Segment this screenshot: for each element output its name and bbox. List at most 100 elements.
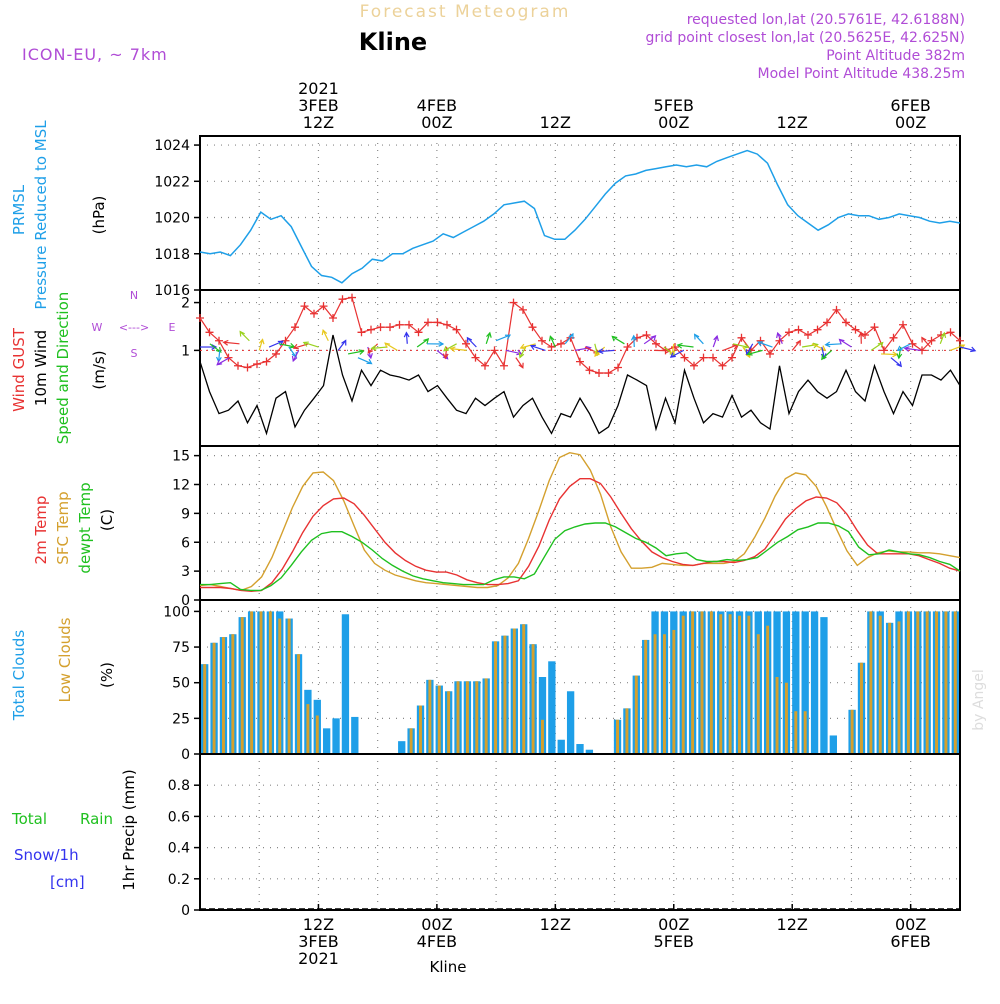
top-time-label: 00Z bbox=[895, 113, 926, 132]
top-time-label: 12Z bbox=[777, 113, 808, 132]
bottom-time-label: 4FEB bbox=[417, 932, 457, 951]
clouds-ytick-label-1: 25 bbox=[172, 711, 190, 727]
bottom-time-label: 12Z bbox=[777, 915, 808, 934]
gust-marker bbox=[244, 364, 252, 372]
total-cloud-bar bbox=[567, 691, 574, 754]
low-cloud-bar bbox=[485, 678, 488, 754]
low-cloud-bar bbox=[532, 644, 535, 754]
total-cloud-bar bbox=[332, 718, 339, 754]
low-cloud-bar bbox=[306, 704, 309, 754]
gust-label: Wind GUST bbox=[10, 327, 28, 412]
low-cloud-bar bbox=[766, 626, 769, 754]
low-cloud-bar bbox=[260, 611, 263, 754]
low-cloud-bar bbox=[851, 710, 854, 754]
low-cloud-bar bbox=[860, 663, 863, 754]
total-cloud-bar bbox=[576, 744, 583, 754]
precipitation-ytick-label-4: 0.8 bbox=[168, 778, 190, 794]
top-time-label: 00Z bbox=[658, 113, 689, 132]
low-cloud-bar bbox=[231, 634, 234, 754]
low-cloud-bar bbox=[222, 637, 225, 754]
temperature-ytick-label-2: 6 bbox=[181, 535, 190, 551]
low-cloud-bar bbox=[503, 636, 506, 754]
pressure-label-2: Pressure Reduced to MSL bbox=[32, 120, 50, 310]
t2m-label: 2m Temp bbox=[32, 496, 50, 565]
low-cloud-bar bbox=[757, 634, 760, 754]
bottom-time-label: 2021 bbox=[298, 949, 339, 968]
low-cloud-bar bbox=[494, 641, 497, 754]
low-cloud-bar bbox=[916, 611, 919, 754]
low-cloud-bar bbox=[475, 681, 478, 754]
low-cloud-bar bbox=[616, 720, 619, 754]
low-cloud-bar bbox=[644, 640, 647, 754]
wind-arrow bbox=[467, 338, 476, 347]
gust-marker bbox=[367, 326, 375, 334]
wind-arrow bbox=[695, 334, 704, 343]
precipitation-ytick-label-2: 0.4 bbox=[168, 841, 190, 857]
precipitation-ytick-label-1: 0.2 bbox=[168, 872, 190, 888]
gust-marker bbox=[377, 323, 385, 331]
wind-arrow bbox=[891, 358, 901, 367]
low-cloud-bar bbox=[297, 654, 300, 754]
low-cloud-bar bbox=[691, 611, 694, 754]
precipitation-frame bbox=[200, 754, 960, 910]
total-cloud-bar bbox=[398, 741, 405, 754]
footer-station: Kline bbox=[430, 958, 467, 976]
dewpt-line bbox=[200, 523, 960, 590]
low-cloud-bar bbox=[785, 683, 788, 754]
gust-marker bbox=[386, 323, 394, 331]
bottom-time-label: 5FEB bbox=[654, 932, 694, 951]
precip-unit: 1hr Precip (mm) bbox=[120, 769, 138, 890]
low-cloud-bar bbox=[419, 706, 422, 754]
wind-arrow bbox=[881, 354, 897, 355]
chart-title: Forecast Meteogram bbox=[360, 2, 571, 22]
low-cloud-bar bbox=[447, 691, 450, 754]
gust-marker bbox=[538, 337, 546, 345]
total-cloud-bar bbox=[830, 735, 837, 754]
total-cloud-bar bbox=[351, 717, 358, 754]
low-cloud-bar bbox=[879, 616, 882, 754]
gust-marker bbox=[253, 360, 261, 368]
low-cloud-bar bbox=[898, 621, 901, 754]
total-cloud-bar bbox=[820, 617, 827, 754]
wind-ytick-label-1: 2 bbox=[181, 296, 190, 312]
low-cloud-bar bbox=[635, 676, 638, 754]
low-cloud-bar bbox=[654, 634, 657, 754]
low-cloud-bar bbox=[954, 611, 957, 754]
temperature-ytick-label-4: 12 bbox=[172, 478, 190, 494]
low-cloud-bar bbox=[710, 611, 713, 754]
gust-marker bbox=[453, 326, 461, 334]
low-cloud-bar bbox=[776, 677, 779, 754]
low-cloud-bar bbox=[466, 681, 469, 754]
low-cloud-bar bbox=[269, 611, 272, 754]
rain-label-rain: Rain bbox=[80, 810, 113, 828]
low-cloud-bar bbox=[738, 616, 741, 754]
low-cloud-bar bbox=[241, 617, 244, 754]
low-cloud-bar bbox=[428, 680, 431, 754]
top-time-label: 12Z bbox=[540, 113, 571, 132]
gust-marker bbox=[804, 331, 812, 339]
total-cloud-bar bbox=[342, 614, 349, 754]
info-line-3: Point Altitude 382m bbox=[826, 48, 965, 64]
wind10m-label: 10m Wind bbox=[32, 330, 50, 406]
gust-marker bbox=[434, 318, 442, 326]
low-cloud-bar bbox=[522, 624, 525, 754]
station-name: Kline bbox=[359, 28, 427, 56]
wind-unit: (m/s) bbox=[90, 350, 108, 389]
gust-marker bbox=[196, 314, 204, 322]
low-cloud-bar bbox=[513, 629, 516, 754]
gust-marker bbox=[348, 294, 356, 302]
gust-marker bbox=[491, 346, 499, 354]
gust-marker bbox=[795, 326, 803, 334]
model-label: ICON-EU, ~ 7km bbox=[22, 45, 168, 64]
wind-arrow bbox=[792, 341, 800, 351]
low-cloud-bar bbox=[213, 643, 216, 754]
total-cloud-bar bbox=[558, 740, 565, 754]
low-cloud-bar bbox=[869, 611, 872, 754]
low-cloud-bar bbox=[682, 616, 685, 754]
compass-east: E bbox=[169, 321, 176, 334]
gust-marker bbox=[766, 350, 774, 358]
low-cloud-bar bbox=[804, 711, 807, 754]
compass-west: W bbox=[92, 321, 103, 334]
gust-marker bbox=[443, 321, 451, 329]
